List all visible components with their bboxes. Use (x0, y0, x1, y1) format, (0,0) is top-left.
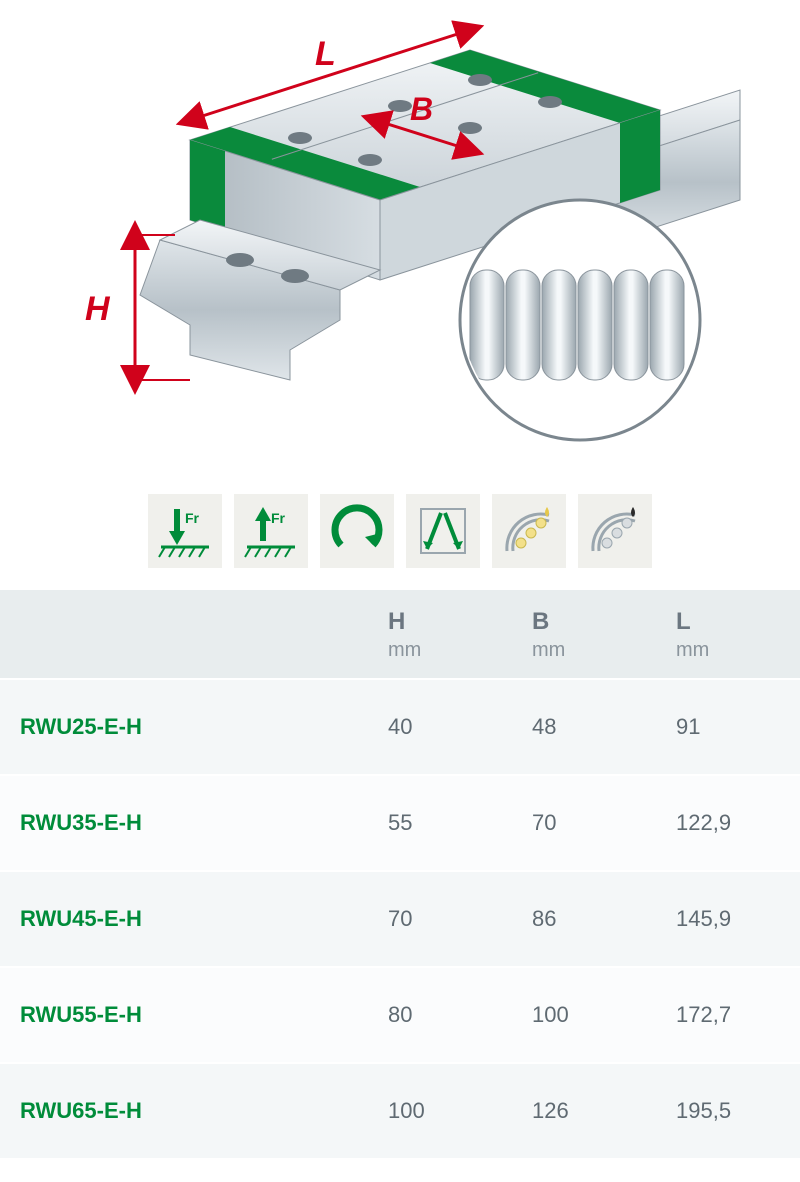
table-row: RWU35-E-H 55 70 122,9 (0, 775, 800, 871)
value-cell: 86 (512, 871, 656, 967)
moment-icon (320, 494, 394, 568)
col-L: L mm (656, 590, 800, 679)
value-cell: 100 (368, 1063, 512, 1159)
table-row: RWU65-E-H 100 126 195,5 (0, 1063, 800, 1159)
value-cell: 91 (656, 679, 800, 775)
col-B: B mm (512, 590, 656, 679)
spec-table: H mm B mm L mm RWU25-E-H 40 48 91 RWU35-… (0, 590, 800, 1160)
linear-guide-svg: L B H (40, 20, 760, 460)
value-cell: 126 (512, 1063, 656, 1159)
load-up-icon: Fr (234, 494, 308, 568)
value-cell: 55 (368, 775, 512, 871)
model-cell: RWU55-E-H (0, 967, 368, 1063)
svg-text:Fr: Fr (271, 510, 286, 526)
table-header-row: H mm B mm L mm (0, 590, 800, 679)
col-model (0, 590, 368, 679)
col-H: H mm (368, 590, 512, 679)
value-cell: 195,5 (656, 1063, 800, 1159)
model-cell: RWU45-E-H (0, 871, 368, 967)
svg-text:B: B (410, 91, 433, 127)
value-cell: 70 (368, 871, 512, 967)
model-cell: RWU25-E-H (0, 679, 368, 775)
svg-text:H: H (85, 290, 111, 328)
value-cell: 172,7 (656, 967, 800, 1063)
preload-icon (406, 494, 480, 568)
value-cell: 48 (512, 679, 656, 775)
property-icon-row: Fr Fr (0, 480, 800, 590)
value-cell: 122,9 (656, 775, 800, 871)
roller-detail (460, 200, 700, 440)
model-cell: RWU35-E-H (0, 775, 368, 871)
value-cell: 80 (368, 967, 512, 1063)
table-row: RWU55-E-H 80 100 172,7 (0, 967, 800, 1063)
table-row: RWU25-E-H 40 48 91 (0, 679, 800, 775)
lubrication-oil-icon (492, 494, 566, 568)
model-cell: RWU65-E-H (0, 1063, 368, 1159)
value-cell: 40 (368, 679, 512, 775)
load-down-icon: Fr (148, 494, 222, 568)
value-cell: 145,9 (656, 871, 800, 967)
svg-text:Fr: Fr (185, 510, 200, 526)
value-cell: 70 (512, 775, 656, 871)
value-cell: 100 (512, 967, 656, 1063)
product-diagram: L B H (0, 0, 800, 480)
lubrication-grease-icon (578, 494, 652, 568)
table-row: RWU45-E-H 70 86 145,9 (0, 871, 800, 967)
svg-text:L: L (315, 35, 336, 73)
